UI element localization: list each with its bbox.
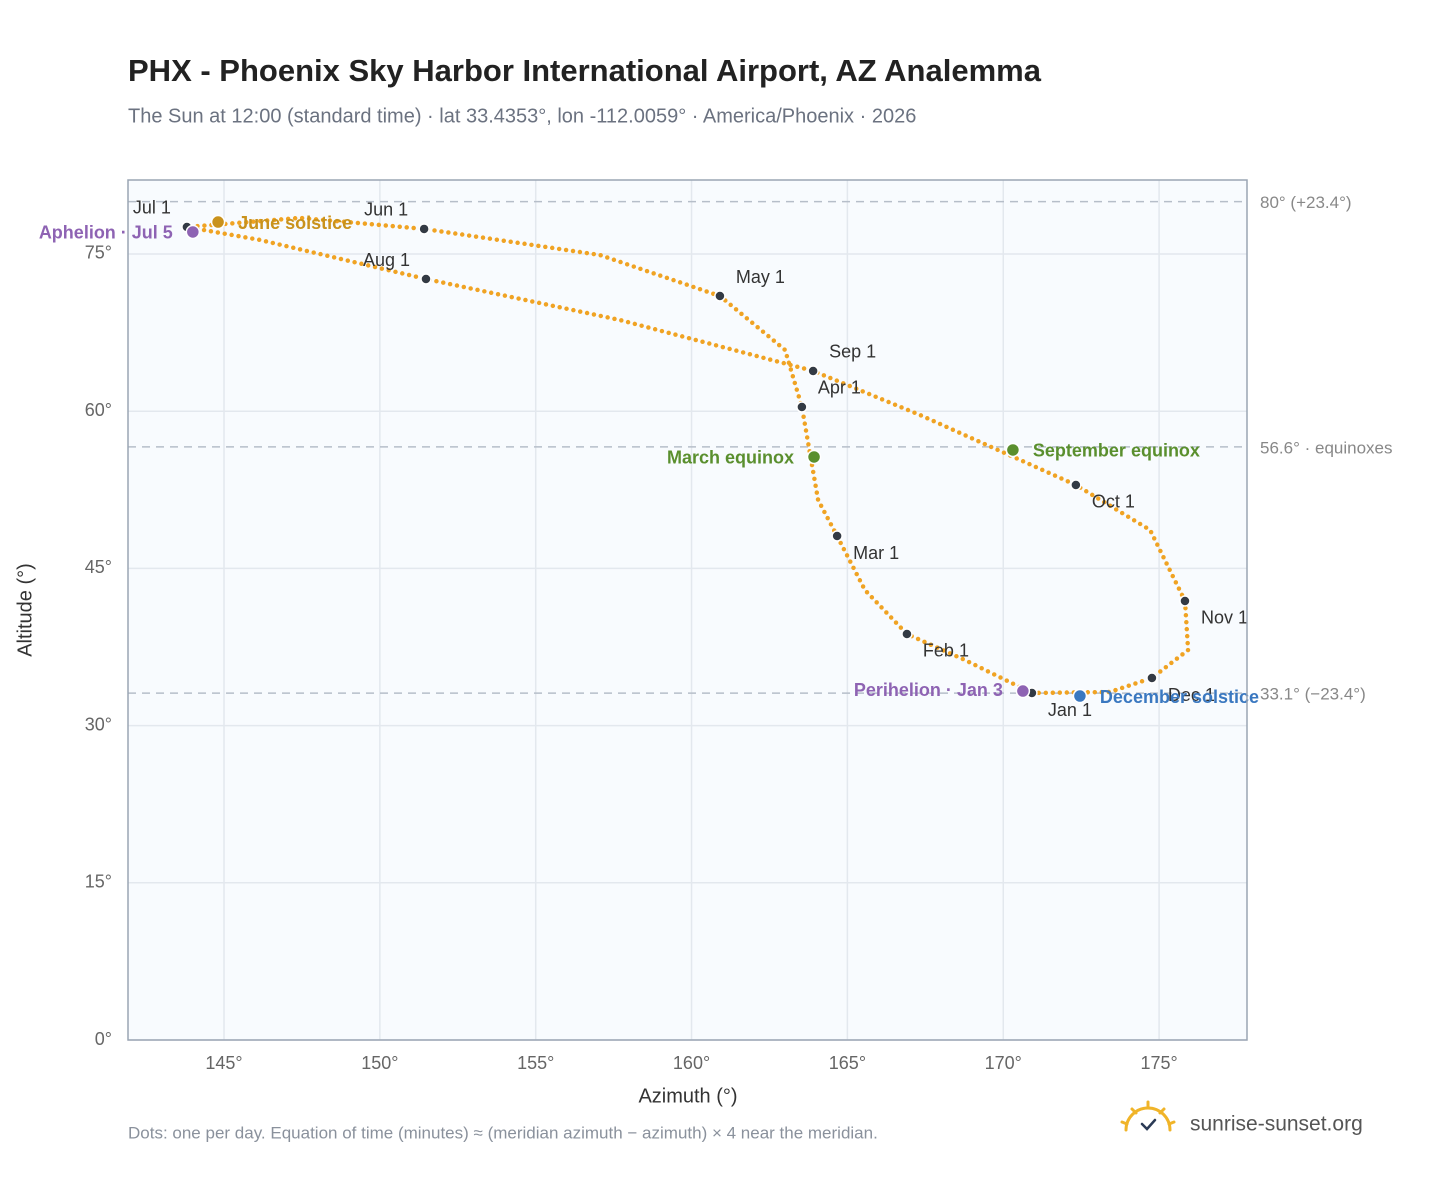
- month-marker: [418, 223, 430, 235]
- month-marker: [796, 401, 808, 413]
- x-tick-label: 160°: [673, 1053, 710, 1073]
- month-label: Jun 1: [364, 200, 408, 220]
- month-marker: [1179, 595, 1191, 607]
- month-marker: [714, 290, 726, 302]
- event-label: Aphelion · Jul 5: [39, 223, 173, 243]
- y-tick-label: 75°: [85, 243, 112, 263]
- month-label: Mar 1: [853, 543, 899, 563]
- event-marker: [1072, 688, 1088, 704]
- x-tick-label: 165°: [829, 1053, 866, 1073]
- month-label: Nov 1: [1201, 608, 1248, 628]
- chart-title: PHX - Phoenix Sky Harbor International A…: [128, 53, 1042, 88]
- event-marker: [1015, 683, 1031, 699]
- month-label: Feb 1: [923, 641, 969, 661]
- y-tick-label: 0°: [95, 1029, 112, 1049]
- marks: Jan 1 Feb 1 Mar 1 Apr 1 May 1 Jun 1 Jul 1 Aug 1…: [39, 198, 1259, 720]
- month-label: May 1: [736, 267, 785, 287]
- month-marker: [831, 530, 843, 542]
- x-tick-label: 150°: [361, 1053, 398, 1073]
- event-label: December solstice: [1100, 687, 1259, 707]
- month-label: Aug 1: [363, 250, 410, 270]
- month-label: Oct 1: [1092, 492, 1135, 512]
- event-label: June solstice: [238, 213, 352, 233]
- month-label: Apr 1: [818, 378, 861, 398]
- footnote: Dots: one per day. Equation of time (min…: [128, 1123, 878, 1142]
- y-tick-label: 60°: [85, 400, 112, 420]
- reference-label: 33.1° (−23.4°): [1260, 685, 1366, 704]
- grid: [128, 180, 1247, 1041]
- month-label: Jan 1: [1048, 700, 1092, 720]
- month-marker: [901, 628, 913, 640]
- event-label: March equinox: [667, 448, 794, 468]
- month-marker: [1146, 672, 1158, 684]
- plot-frame: [127, 179, 1248, 1041]
- brand-logo: [1120, 1100, 1176, 1132]
- reference-label: 56.6° · equinoxes: [1260, 438, 1393, 457]
- x-axis-label: Azimuth (°): [638, 1085, 737, 1107]
- month-marker: [807, 365, 819, 377]
- event-marker: [806, 449, 822, 465]
- y-tick-label: 30°: [85, 714, 112, 734]
- y-tick-label: 15°: [85, 872, 112, 892]
- x-tick-label: 145°: [205, 1053, 242, 1073]
- x-tick-label: 170°: [985, 1053, 1022, 1073]
- chart-subtitle: The Sun at 12:00 (standard time) · lat 3…: [128, 105, 916, 127]
- plot-area: [128, 180, 1247, 1040]
- month-label: Sep 1: [829, 342, 876, 362]
- event-marker: [210, 214, 226, 230]
- month-marker: [1070, 479, 1082, 491]
- event-marker: [1005, 442, 1021, 458]
- month-label: Dec 1: [1168, 685, 1215, 705]
- y-tick-label: 45°: [85, 557, 112, 577]
- brand: sunrise-sunset.org: [1190, 1113, 1363, 1136]
- y-axis-label: Altitude (°): [14, 563, 36, 657]
- event-marker: [185, 224, 201, 240]
- reference-label: 80° (+23.4°): [1260, 193, 1352, 212]
- month-label: Jul 1: [133, 198, 171, 218]
- event-label: September equinox: [1033, 441, 1200, 461]
- x-tick-label: 175°: [1140, 1053, 1177, 1073]
- month-marker: [420, 273, 432, 285]
- event-label: Perihelion · Jan 3: [854, 680, 1003, 700]
- x-tick-label: 155°: [517, 1053, 554, 1073]
